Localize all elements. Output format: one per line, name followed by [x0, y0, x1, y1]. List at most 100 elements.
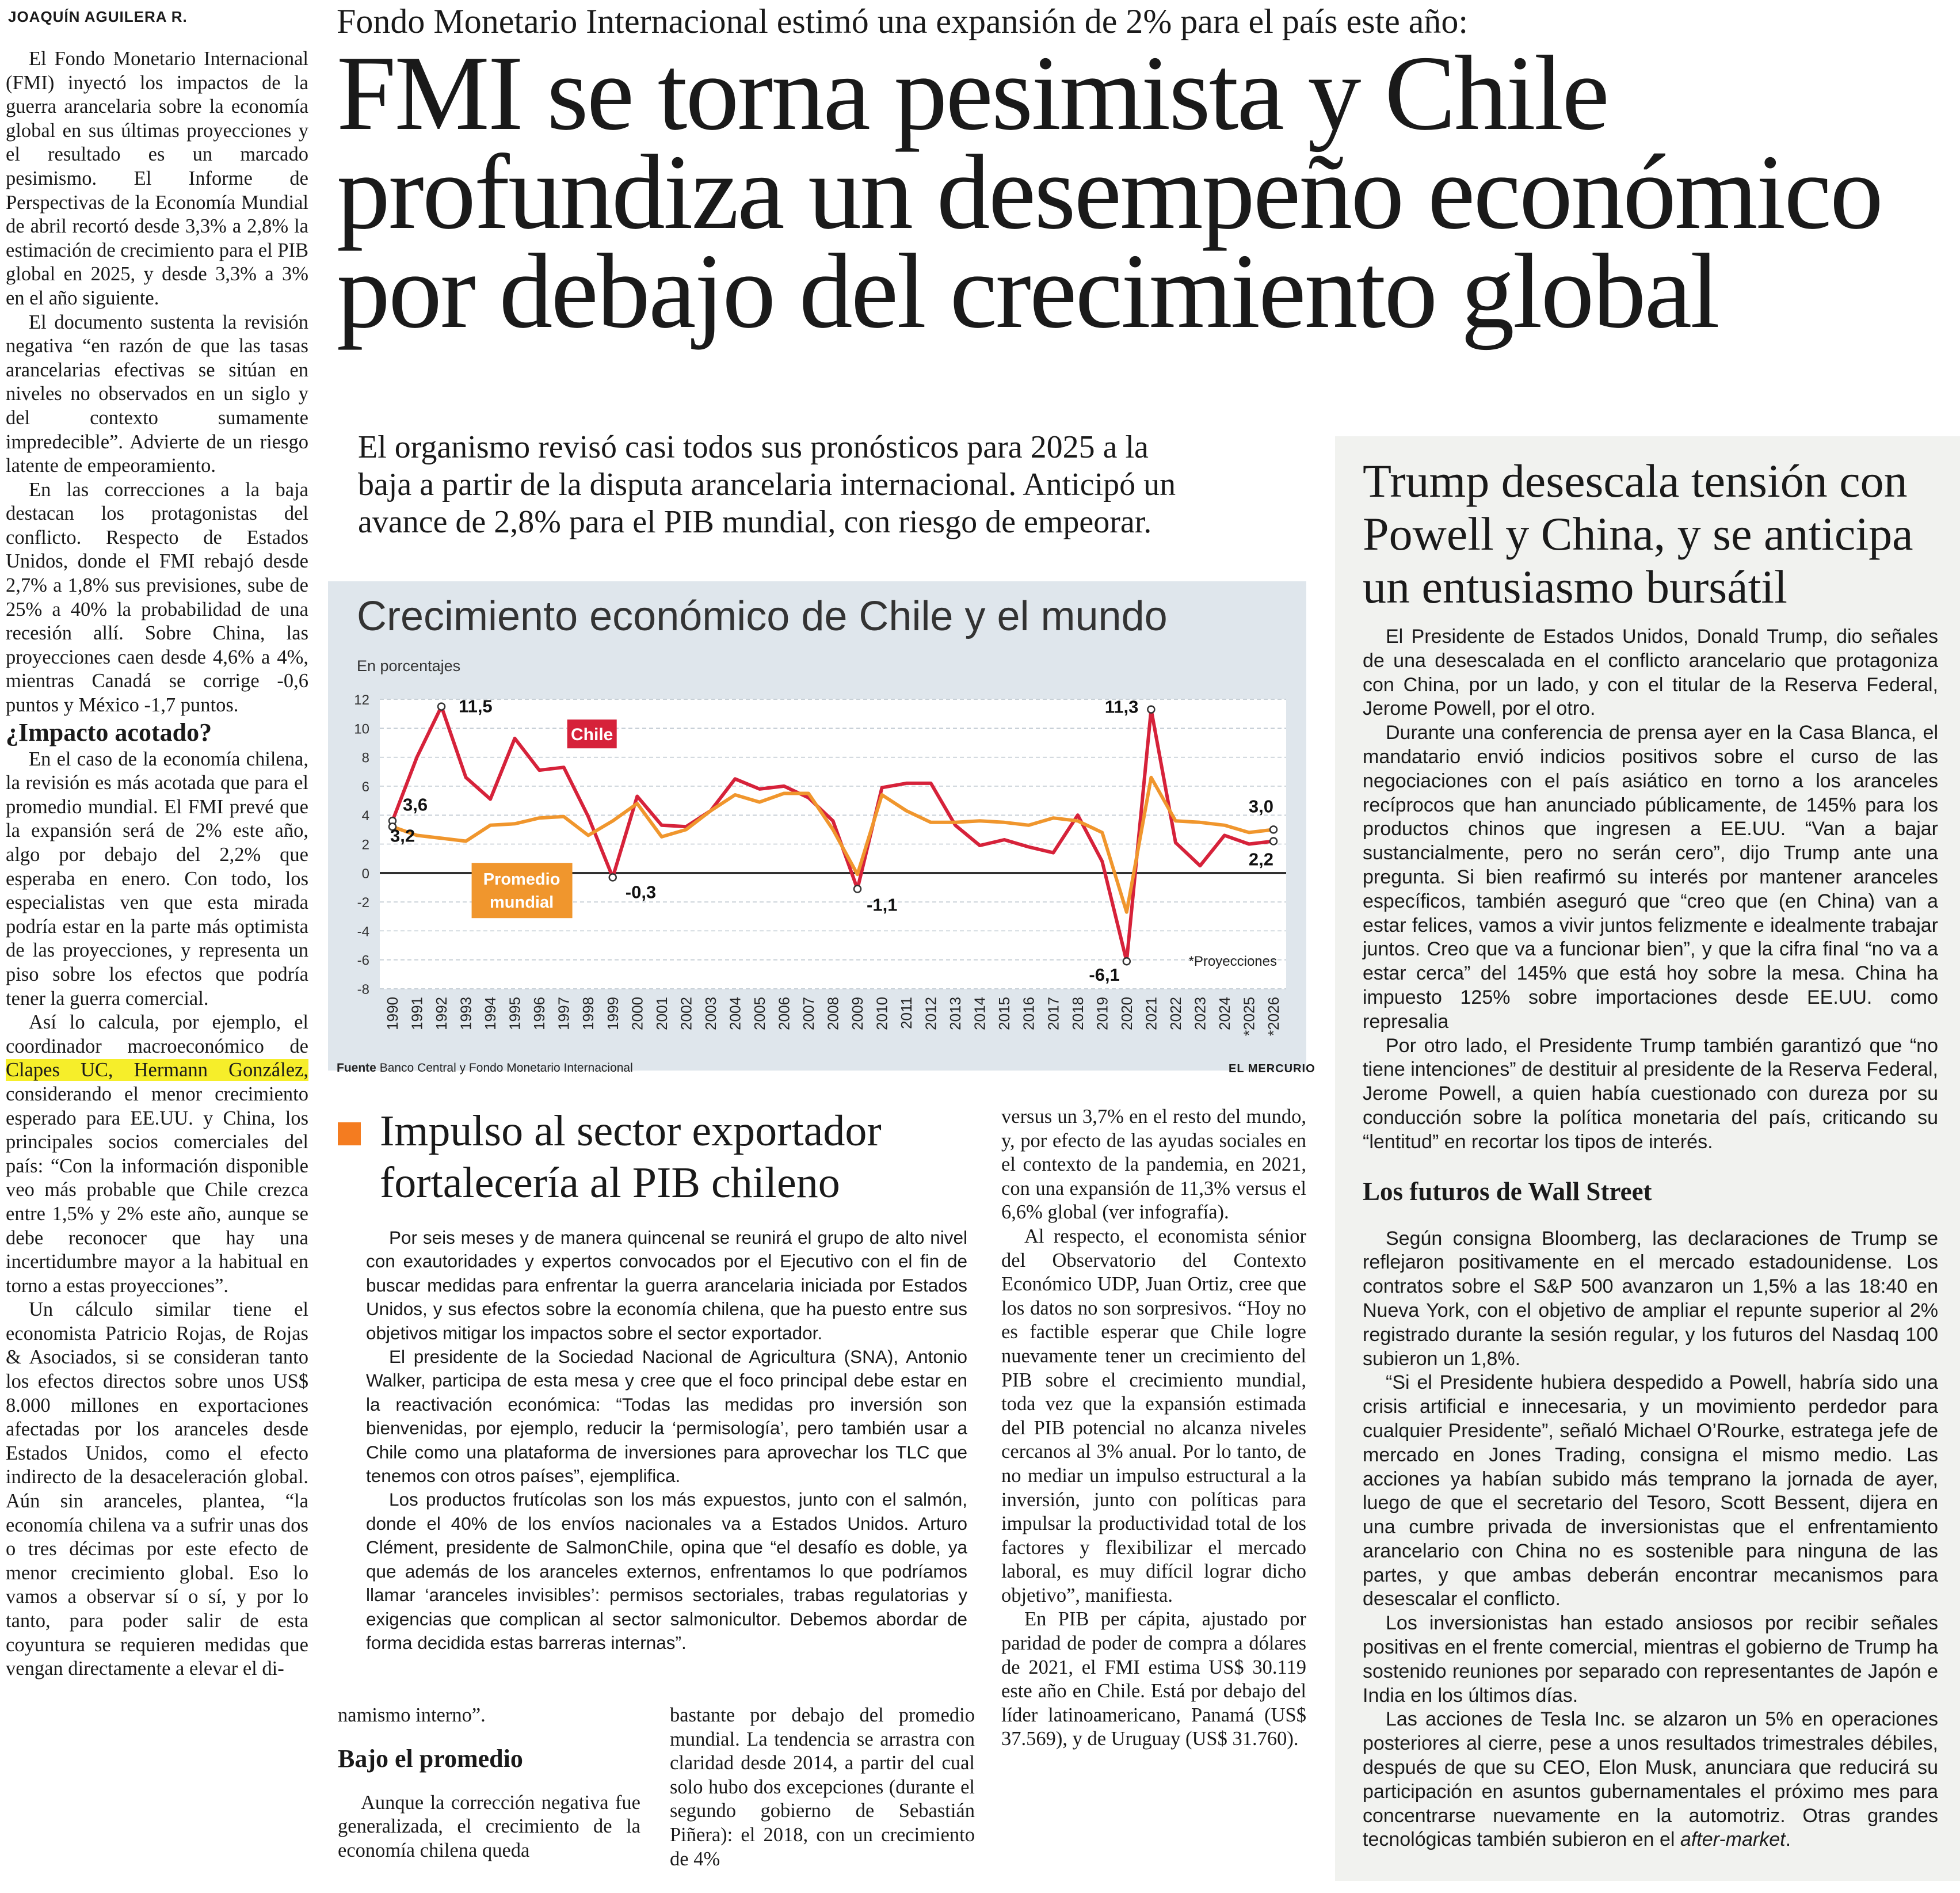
subheading: Los futuros de Wall Street	[1363, 1176, 1652, 1206]
x-tick-label: 1997	[555, 997, 573, 1030]
paragraph: Aunque la corrección negativa fue genera…	[338, 1791, 640, 1861]
x-tick-label: 1995	[506, 997, 524, 1030]
x-tick-label: 2014	[971, 997, 989, 1030]
paragraph: En PIB per cápita, ajustado por paridad …	[1001, 1608, 1306, 1750]
x-tick-label: 2013	[947, 997, 964, 1030]
data-label: 2,2	[1249, 849, 1273, 869]
chart-source: Fuente Banco Central y Fondo Monetario I…	[337, 1061, 633, 1075]
headline-line: por debajo del crecimiento global	[337, 232, 1720, 351]
paragraph: El Presidente de Estados Unidos, Donald …	[1363, 626, 1938, 720]
deck: El organismo revisó casi todos sus pronó…	[358, 429, 1325, 541]
headline: FMI se torna pesimista y Chile profundiz…	[337, 34, 1948, 351]
x-tick-label: 2024	[1216, 997, 1233, 1030]
y-tick-label: 6	[362, 779, 369, 795]
sidebar-title: Trump desescala tensión con Powell y Chi…	[1363, 455, 1938, 614]
text-run: considerando el menor crecimiento espera…	[6, 1083, 308, 1297]
paragraph: Según consigna Bloomberg, las declaracio…	[1363, 1227, 1938, 1370]
paragraph: Un cálculo similar tiene el economista P…	[6, 1298, 308, 1680]
data-label: 11,3	[1105, 697, 1139, 717]
title-line: Trump desescala tensión con	[1363, 455, 1908, 507]
data-point-marker	[853, 885, 862, 893]
paragraph: En el caso de la economía chilena, la re…	[6, 748, 308, 1010]
x-tick-label: 1990	[384, 997, 401, 1030]
paragraph: Los inversionistas han estado ansiosos p…	[1363, 1612, 1938, 1707]
data-point-marker	[437, 702, 446, 711]
data-label: -6,1	[1089, 965, 1119, 985]
growth-chart: 12 10 8 6 4 2 0 -2 -4 -6 -8 1990 1991 1992 1993 1994 199…	[354, 692, 1286, 1036]
x-tick-label: 1991	[409, 997, 426, 1030]
paragraph: namismo interno”.	[338, 1704, 486, 1726]
paragraph: Los productos frutícolas son los más exp…	[366, 1489, 967, 1653]
deck-line: El organismo revisó casi todos sus pronó…	[358, 429, 1149, 465]
middle-column: versus un 3,7% en el resto del mundo, y,…	[1001, 1105, 1306, 1751]
legend-chile-box	[567, 719, 617, 749]
article-title: Impulso al sector exportador fortalecerí…	[380, 1105, 961, 1209]
left-column: El Fondo Monetario Internacional (FMI) i…	[6, 47, 308, 1681]
x-tick-label: 2000	[628, 997, 646, 1030]
subheading: Bajo el promedio	[338, 1744, 523, 1773]
data-label: 3,6	[403, 794, 428, 814]
x-tick-label: 2009	[849, 997, 866, 1030]
paragraph: Así lo calcula, por ejemplo, el coordina…	[6, 1011, 308, 1298]
section-marker	[338, 1122, 361, 1145]
source-text: Banco Central y Fondo Monetario Internac…	[379, 1061, 633, 1075]
title-line: Powell y China, y se anticipa	[1363, 508, 1913, 560]
paragraph: Durante una conferencia de prensa ayer e…	[1363, 722, 1938, 1033]
paragraph: Las acciones de Tesla Inc. se alzaron un…	[1363, 1708, 1938, 1852]
x-tick-label: 2016	[1020, 997, 1038, 1030]
title-line: un entusiasmo bursátil	[1363, 561, 1787, 613]
article-body: Por seis meses y de manera quincenal se …	[366, 1226, 967, 1655]
data-label: -0,3	[626, 882, 656, 902]
x-tick-label: 1999	[604, 997, 621, 1030]
x-tick-label: 2008	[825, 997, 842, 1030]
data-label: 3,2	[390, 825, 415, 845]
kicker: Fondo Monetario Internacional estimó una…	[337, 2, 1469, 40]
data-label: -1,1	[867, 894, 897, 915]
chart-title: Crecimiento económico de Chile y el mund…	[357, 593, 1168, 639]
x-tick-label: 2002	[677, 997, 695, 1030]
x-tick-label: 1994	[482, 997, 499, 1030]
data-point-marker	[1269, 825, 1278, 834]
legend-world-box	[471, 863, 573, 919]
x-tick-label: 2007	[800, 997, 817, 1030]
byline: JOAQUÍN AGUILERA R.	[8, 8, 188, 25]
y-tick-label: 0	[362, 866, 369, 882]
headline-line: FMI se torna pesimista y Chile	[337, 34, 1610, 153]
bottom-column-b: bastante por debajo del promedio mundial…	[670, 1704, 975, 1871]
x-tick-label: 2012	[922, 997, 940, 1030]
data-point-marker	[1269, 837, 1278, 845]
y-tick-label: -8	[357, 982, 369, 997]
x-tick-label: 2020	[1118, 997, 1135, 1030]
chart-credit: EL MERCURIO	[1229, 1062, 1315, 1075]
sidebar-background	[1335, 436, 1960, 1881]
paragraph: El Fondo Monetario Internacional (FMI) i…	[6, 48, 308, 309]
sidebar-body: El Presidente de Estados Unidos, Donald …	[1363, 625, 1938, 1852]
world-series-line	[391, 775, 1274, 914]
italic-text: after-market	[1680, 1829, 1786, 1851]
paragraph: “Si el Presidente hubiera despedido a Po…	[1363, 1372, 1938, 1610]
x-tick-label: 1996	[531, 997, 548, 1030]
data-point-marker	[608, 873, 617, 882]
x-tick-label: *2025	[1240, 997, 1257, 1036]
paragraph: El documento sustenta la revisión negati…	[6, 311, 308, 477]
x-tick-label: 2004	[726, 997, 743, 1030]
paragraph: El presidente de la Sociedad Nacional de…	[366, 1346, 967, 1487]
chart-unit: En porcentajes	[357, 657, 461, 675]
legend-world-label: Promedio	[483, 870, 560, 889]
x-tick-label: 2017	[1044, 997, 1062, 1030]
data-point-marker	[1147, 705, 1156, 714]
title-line: Impulso al sector exportador	[380, 1107, 882, 1155]
x-tick-label: 2003	[702, 997, 719, 1030]
highlighted-text: Clapes UC, Hermann González,	[6, 1059, 308, 1081]
x-tick-label: 2001	[653, 997, 670, 1030]
y-tick-label: 8	[362, 751, 369, 766]
paragraph: Por seis meses y de manera quincenal se …	[366, 1227, 967, 1343]
y-tick-label: 4	[362, 808, 369, 824]
y-tick-label: -2	[357, 895, 369, 911]
projection-note: *Proyecciones	[1189, 954, 1277, 969]
x-tick-label: 2010	[874, 997, 891, 1030]
text-run: .	[1785, 1829, 1791, 1851]
paragraph: Al respecto, el economista sénior del Ob…	[1001, 1225, 1306, 1606]
x-tick-label: 2015	[996, 997, 1013, 1030]
deck-line: avance de 2,8% para el PIB mundial, con …	[358, 504, 1152, 540]
